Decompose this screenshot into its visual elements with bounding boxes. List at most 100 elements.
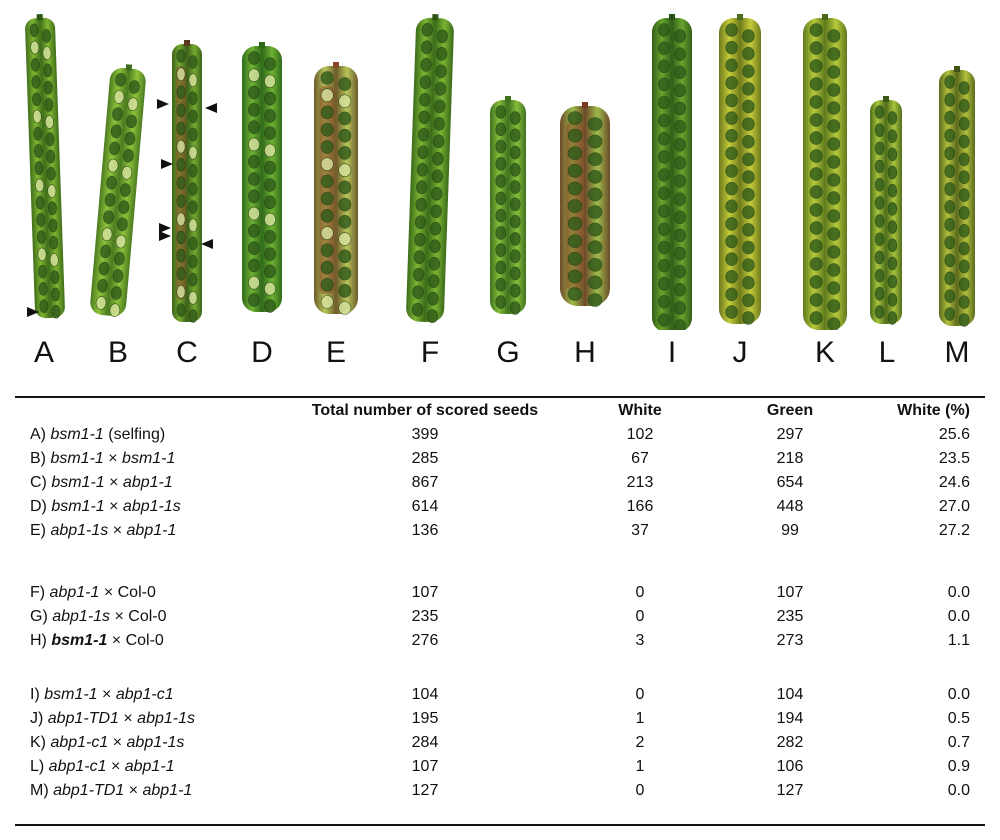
silique-body bbox=[490, 100, 526, 314]
seed bbox=[110, 124, 122, 139]
seed bbox=[188, 55, 198, 69]
seed bbox=[46, 149, 56, 164]
row-label-segment: abp1-c1 bbox=[48, 758, 107, 775]
seed bbox=[112, 269, 124, 283]
seed bbox=[742, 82, 755, 96]
panel-letter-k: K bbox=[814, 336, 835, 369]
silique-tip bbox=[259, 42, 265, 48]
seed bbox=[43, 63, 53, 78]
seed bbox=[658, 168, 670, 182]
seed bbox=[338, 146, 352, 160]
table-row: B) bsm1-1 × bsm1-1 285 67 218 23.5 bbox=[0, 450, 1000, 474]
seed bbox=[809, 293, 823, 307]
row-label-segment: abp1-c1 bbox=[50, 734, 109, 751]
seed bbox=[44, 115, 54, 129]
seed bbox=[827, 227, 841, 241]
seed bbox=[944, 217, 956, 232]
seed bbox=[338, 197, 352, 212]
seed bbox=[118, 200, 130, 214]
row-label-segment: × bbox=[118, 710, 138, 727]
cell-white: 0 bbox=[635, 686, 645, 703]
seed bbox=[658, 41, 670, 55]
row-label-segment: F) bbox=[30, 584, 50, 601]
seed bbox=[248, 206, 260, 221]
seed bbox=[587, 170, 603, 184]
seed bbox=[658, 276, 670, 291]
cell-green: 297 bbox=[776, 426, 804, 443]
seed bbox=[117, 217, 128, 232]
seed bbox=[320, 140, 334, 154]
seed bbox=[338, 111, 352, 126]
seed bbox=[264, 195, 276, 210]
seed bbox=[264, 247, 276, 261]
silique-photo-panel: A B C D E F G H I J K L M bbox=[0, 0, 1000, 380]
seed bbox=[509, 128, 521, 143]
seed bbox=[944, 271, 956, 286]
seed bbox=[121, 166, 133, 180]
seed bbox=[874, 268, 885, 283]
seed bbox=[426, 309, 439, 323]
seed bbox=[658, 95, 670, 110]
cell-green: 235 bbox=[776, 608, 804, 625]
seed bbox=[827, 29, 841, 43]
seed bbox=[509, 145, 521, 160]
seed bbox=[567, 251, 583, 266]
row-label-segment: bsm1-1 bbox=[50, 426, 104, 443]
seed bbox=[674, 301, 686, 315]
seed bbox=[49, 253, 59, 267]
seed bbox=[809, 23, 823, 37]
seed bbox=[429, 239, 441, 254]
seed bbox=[887, 293, 898, 307]
seed bbox=[264, 230, 276, 244]
seed bbox=[176, 49, 186, 63]
seed bbox=[567, 164, 583, 178]
seed bbox=[176, 212, 186, 227]
seed bbox=[658, 113, 670, 128]
seed bbox=[567, 287, 583, 301]
seed bbox=[413, 250, 425, 264]
silique-brown-valve bbox=[319, 85, 335, 295]
cell-white: 0 bbox=[635, 608, 645, 625]
seed bbox=[674, 228, 686, 243]
silique-tip bbox=[883, 96, 889, 102]
seed bbox=[809, 257, 823, 271]
cell-white-percent: 25.6 bbox=[938, 426, 970, 443]
seed bbox=[176, 121, 186, 136]
seed bbox=[320, 71, 334, 85]
seed bbox=[50, 270, 60, 285]
seed bbox=[264, 212, 276, 227]
seed bbox=[264, 74, 276, 89]
seed bbox=[944, 289, 956, 303]
seed bbox=[320, 260, 334, 275]
cell-white: 3 bbox=[635, 632, 645, 649]
seed bbox=[248, 275, 260, 290]
seed bbox=[874, 305, 885, 319]
seed bbox=[109, 141, 120, 156]
seed bbox=[809, 41, 823, 55]
row-label-segment: H) bbox=[30, 632, 52, 649]
seed bbox=[248, 224, 260, 238]
panel-letter-j: J bbox=[732, 336, 748, 369]
seed bbox=[264, 299, 276, 313]
seed bbox=[742, 46, 755, 61]
silique-h bbox=[560, 102, 610, 307]
seed bbox=[944, 110, 956, 125]
row-label-segment: L) bbox=[30, 758, 49, 775]
seed bbox=[742, 311, 755, 325]
seed bbox=[725, 252, 738, 266]
arrowhead-marker bbox=[205, 103, 217, 113]
seed bbox=[874, 141, 885, 156]
row-label-segment: bsm1-1 bbox=[51, 498, 105, 515]
seed bbox=[874, 214, 885, 228]
seed bbox=[827, 263, 841, 277]
table-row: E) abp1-1s × abp1-1 136 37 99 27.2 bbox=[0, 522, 1000, 546]
seed bbox=[338, 180, 352, 195]
seed bbox=[658, 131, 670, 146]
seed bbox=[874, 177, 885, 192]
cell-white: 1 bbox=[635, 710, 645, 727]
seed bbox=[338, 94, 352, 109]
seed bbox=[33, 144, 43, 158]
seed bbox=[567, 216, 583, 231]
seed bbox=[495, 174, 507, 188]
seed bbox=[567, 234, 583, 248]
